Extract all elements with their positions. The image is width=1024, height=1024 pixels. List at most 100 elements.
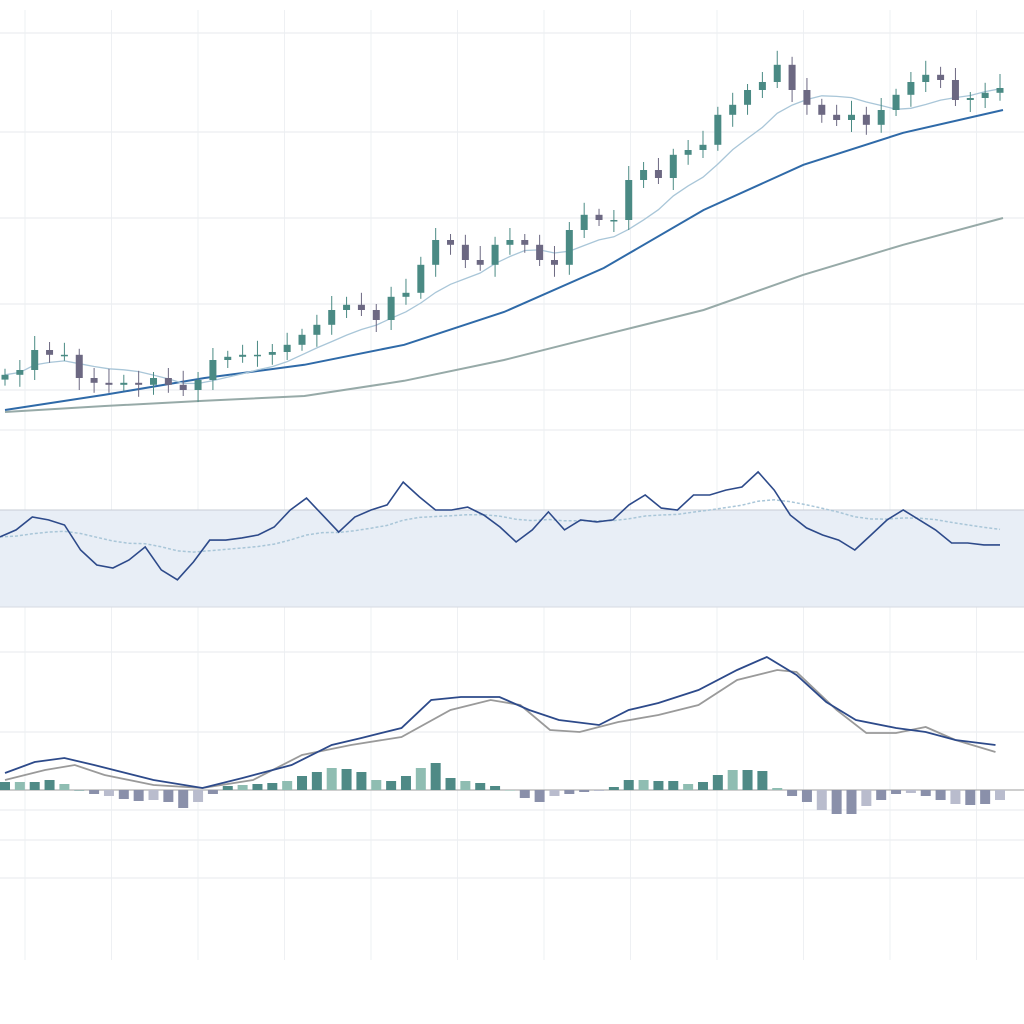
macd-histogram-bar <box>29 782 40 790</box>
candle-body <box>922 74 930 82</box>
macd-histogram-bar <box>118 790 129 799</box>
macd-histogram-bar <box>579 790 590 792</box>
candle-body <box>951 80 959 100</box>
macd-histogram-bar <box>831 790 842 814</box>
candle-body <box>105 382 113 385</box>
macd-panel <box>0 655 1024 814</box>
macd-histogram-bar <box>757 771 768 790</box>
macd-histogram-bar <box>400 776 411 790</box>
macd-histogram-bar <box>222 786 233 790</box>
macd-signal-line <box>4 669 996 789</box>
candle-body <box>847 114 855 120</box>
candle-body <box>521 240 529 245</box>
macd-histogram-bar <box>638 780 649 790</box>
candle-body <box>357 304 365 310</box>
macd-histogram-bar <box>74 790 85 791</box>
candle-body <box>491 244 499 265</box>
macd-histogram-bar <box>861 790 872 806</box>
candle-body <box>714 114 722 145</box>
macd-histogram-bar <box>430 763 441 790</box>
candle-body <box>862 114 870 125</box>
candle-body <box>536 244 544 260</box>
price-panel <box>1 50 1004 413</box>
macd-histogram-bar <box>460 781 471 790</box>
candle-body <box>387 296 395 320</box>
macd-histogram-bar <box>905 790 916 793</box>
candle-body <box>803 90 811 105</box>
macd-histogram-bar <box>950 790 961 804</box>
candle-body <box>684 150 692 155</box>
macd-histogram-bar <box>341 769 352 790</box>
candle-body <box>209 360 217 380</box>
macd-histogram-bar <box>14 782 25 790</box>
candle-body <box>476 260 484 265</box>
macd-histogram-bar <box>564 790 575 794</box>
macd-histogram-bar <box>193 790 204 802</box>
candle-body <box>669 154 677 178</box>
candle-body <box>1 374 9 380</box>
macd-histogram-bar <box>653 781 664 790</box>
candle-body <box>417 264 425 293</box>
macd-histogram-bar <box>668 781 679 790</box>
candle-body <box>981 92 989 98</box>
macd-histogram-bar <box>148 790 159 800</box>
oscillator-band <box>0 510 1024 607</box>
macd-histogram-bar <box>534 790 545 802</box>
macd-histogram-bar <box>89 790 100 794</box>
candle-body <box>818 104 826 115</box>
candle-body <box>996 88 1004 93</box>
macd-histogram-bar <box>608 787 619 790</box>
macd-histogram-bar <box>311 772 322 790</box>
candle-body <box>16 370 24 375</box>
candle-body <box>699 144 707 150</box>
macd-histogram-bar <box>920 790 931 796</box>
candle-body <box>46 350 54 355</box>
candle-body <box>31 350 39 370</box>
macd-histogram-bar <box>594 790 605 791</box>
macd-histogram-bar <box>697 782 708 790</box>
macd-histogram-bar <box>475 783 486 790</box>
macd-histogram-bar <box>163 790 174 802</box>
oscillator-signal-line <box>0 499 1001 553</box>
candle-body <box>937 74 945 80</box>
candle-body <box>372 310 380 320</box>
candle-body <box>773 64 781 82</box>
macd-histogram-bar <box>103 790 114 796</box>
macd-histogram-bar <box>712 775 723 790</box>
oscillator-line <box>0 470 1000 581</box>
macd-histogram-bar <box>980 790 991 804</box>
candle-body <box>164 378 172 385</box>
candle-body <box>313 324 321 335</box>
candle-body <box>120 382 128 385</box>
macd-histogram-bar <box>504 790 515 791</box>
macd-histogram-bar <box>415 768 426 790</box>
candle-body <box>150 378 158 385</box>
macd-line <box>4 655 996 789</box>
candle-body <box>788 64 796 90</box>
candle-body <box>224 356 232 360</box>
macd-histogram-bar <box>935 790 946 800</box>
candle-body <box>966 98 974 100</box>
candle-body <box>298 334 306 345</box>
candle-body <box>833 114 841 120</box>
candle-body <box>565 230 573 265</box>
candle-body <box>60 354 68 357</box>
macd-histogram-bar <box>178 790 189 808</box>
macd-histogram-bar <box>801 790 812 802</box>
macd-histogram-bar <box>742 770 753 790</box>
macd-histogram-bar <box>267 783 278 790</box>
candle-body <box>402 292 410 297</box>
candle-body <box>179 384 187 390</box>
candle-body <box>253 354 261 357</box>
macd-histogram-bar <box>386 781 397 790</box>
candle-body <box>907 82 915 95</box>
macd-histogram-bar <box>995 790 1005 800</box>
macd-histogram-bar <box>683 784 694 790</box>
candle-body <box>892 94 900 110</box>
candle-body <box>283 344 291 352</box>
candle-body <box>877 110 885 125</box>
candle-body <box>75 354 83 378</box>
macd-histogram-bar <box>371 780 382 790</box>
macd-histogram-bar <box>252 784 263 790</box>
